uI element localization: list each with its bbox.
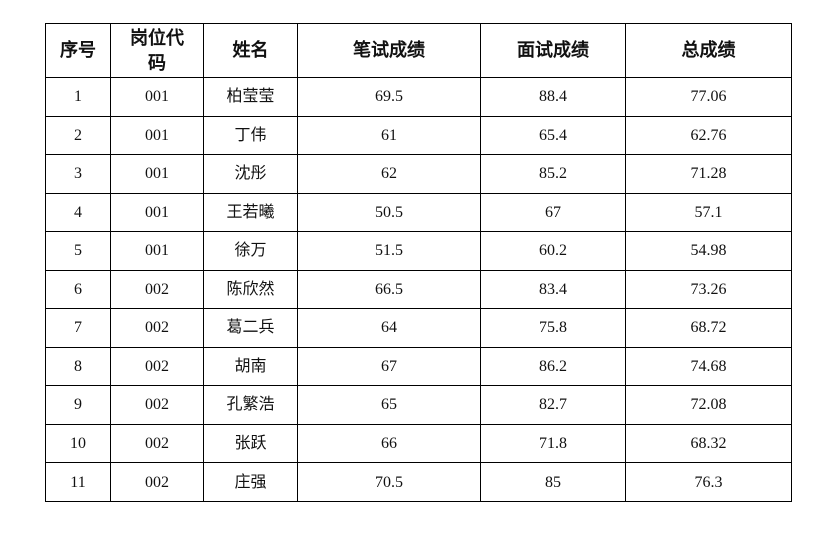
table-header: 序号 岗位代码 姓名 笔试成绩 面试成绩 总成绩 <box>45 23 792 78</box>
table-row: 2 001 丁伟 61 65.4 62.76 <box>45 115 792 156</box>
cell-name: 丁伟 <box>203 115 298 156</box>
cell-index: 5 <box>45 231 111 271</box>
cell-interview: 82.7 <box>480 385 626 425</box>
table-row: 11 002 庄强 70.5 85 76.3 <box>45 462 792 502</box>
table-row: 7 002 葛二兵 64 75.8 68.72 <box>45 308 792 348</box>
table-row: 10 002 张跃 66 71.8 68.32 <box>45 423 792 464</box>
column-header-name: 姓名 <box>203 23 298 78</box>
cell-written: 64 <box>297 308 481 348</box>
cell-interview: 86.2 <box>480 346 626 387</box>
cell-index: 11 <box>45 462 111 502</box>
cell-index: 8 <box>45 346 111 387</box>
cell-name: 沈彤 <box>203 154 298 194</box>
cell-name: 葛二兵 <box>203 308 298 348</box>
table-row: 8 002 胡南 67 86.2 74.68 <box>45 346 792 387</box>
cell-code: 001 <box>110 231 204 271</box>
cell-name: 胡南 <box>203 346 298 387</box>
cell-total: 77.06 <box>625 77 792 117</box>
cell-name: 张跃 <box>203 423 298 464</box>
cell-index: 7 <box>45 308 111 348</box>
cell-total: 72.08 <box>625 385 792 425</box>
cell-total: 54.98 <box>625 231 792 271</box>
table-row: 1 001 柏莹莹 69.5 88.4 77.06 <box>45 77 792 117</box>
cell-code: 001 <box>110 77 204 117</box>
cell-total: 76.3 <box>625 462 792 502</box>
cell-written: 51.5 <box>297 231 481 271</box>
cell-written: 66 <box>297 423 481 464</box>
cell-code: 001 <box>110 154 204 194</box>
cell-total: 62.76 <box>625 115 792 156</box>
cell-written: 65 <box>297 385 481 425</box>
cell-written: 70.5 <box>297 462 481 502</box>
cell-interview: 65.4 <box>480 115 626 156</box>
cell-index: 3 <box>45 154 111 194</box>
cell-name: 王若曦 <box>203 192 298 233</box>
cell-code: 001 <box>110 115 204 156</box>
cell-total: 68.32 <box>625 423 792 464</box>
cell-name: 陈欣然 <box>203 269 298 310</box>
cell-code: 002 <box>110 308 204 348</box>
cell-code: 002 <box>110 462 204 502</box>
table-row: 9 002 孔繁浩 65 82.7 72.08 <box>45 385 792 425</box>
cell-interview: 60.2 <box>480 231 626 271</box>
cell-index: 4 <box>45 192 111 233</box>
column-header-written: 笔试成绩 <box>297 23 481 78</box>
cell-index: 9 <box>45 385 111 425</box>
table-row: 4 001 王若曦 50.5 67 57.1 <box>45 192 792 233</box>
header-row: 序号 岗位代码 姓名 笔试成绩 面试成绩 总成绩 <box>45 23 792 78</box>
cell-total: 73.26 <box>625 269 792 310</box>
cell-interview: 83.4 <box>480 269 626 310</box>
cell-written: 69.5 <box>297 77 481 117</box>
cell-name: 孔繁浩 <box>203 385 298 425</box>
cell-written: 66.5 <box>297 269 481 310</box>
cell-code: 002 <box>110 385 204 425</box>
cell-written: 62 <box>297 154 481 194</box>
cell-interview: 88.4 <box>480 77 626 117</box>
cell-index: 10 <box>45 423 111 464</box>
table-row: 3 001 沈彤 62 85.2 71.28 <box>45 154 792 194</box>
column-header-index: 序号 <box>45 23 111 78</box>
column-header-interview: 面试成绩 <box>480 23 626 78</box>
column-header-code: 岗位代码 <box>110 23 204 78</box>
cell-index: 1 <box>45 77 111 117</box>
cell-name: 柏莹莹 <box>203 77 298 117</box>
cell-code: 002 <box>110 346 204 387</box>
cell-interview: 71.8 <box>480 423 626 464</box>
cell-code: 002 <box>110 423 204 464</box>
cell-name: 庄强 <box>203 462 298 502</box>
cell-total: 68.72 <box>625 308 792 348</box>
cell-index: 2 <box>45 115 111 156</box>
cell-interview: 85 <box>480 462 626 502</box>
cell-code: 002 <box>110 269 204 310</box>
table-row: 5 001 徐万 51.5 60.2 54.98 <box>45 231 792 271</box>
cell-name: 徐万 <box>203 231 298 271</box>
cell-index: 6 <box>45 269 111 310</box>
cell-total: 57.1 <box>625 192 792 233</box>
cell-interview: 67 <box>480 192 626 233</box>
cell-written: 50.5 <box>297 192 481 233</box>
exam-score-table: 序号 岗位代码 姓名 笔试成绩 面试成绩 总成绩 1 001 柏莹莹 69.5 88.4 77.06… <box>45 23 792 502</box>
cell-written: 61 <box>297 115 481 156</box>
cell-total: 71.28 <box>625 154 792 194</box>
cell-interview: 85.2 <box>480 154 626 194</box>
cell-total: 74.68 <box>625 346 792 387</box>
cell-interview: 75.8 <box>480 308 626 348</box>
table-row: 6 002 陈欣然 66.5 83.4 73.26 <box>45 269 792 310</box>
cell-written: 67 <box>297 346 481 387</box>
column-header-total: 总成绩 <box>625 23 792 78</box>
table-body: 1 001 柏莹莹 69.5 88.4 77.06 2 001 丁伟 61 65.4 62.76 3 00… <box>45 77 792 502</box>
cell-code: 001 <box>110 192 204 233</box>
